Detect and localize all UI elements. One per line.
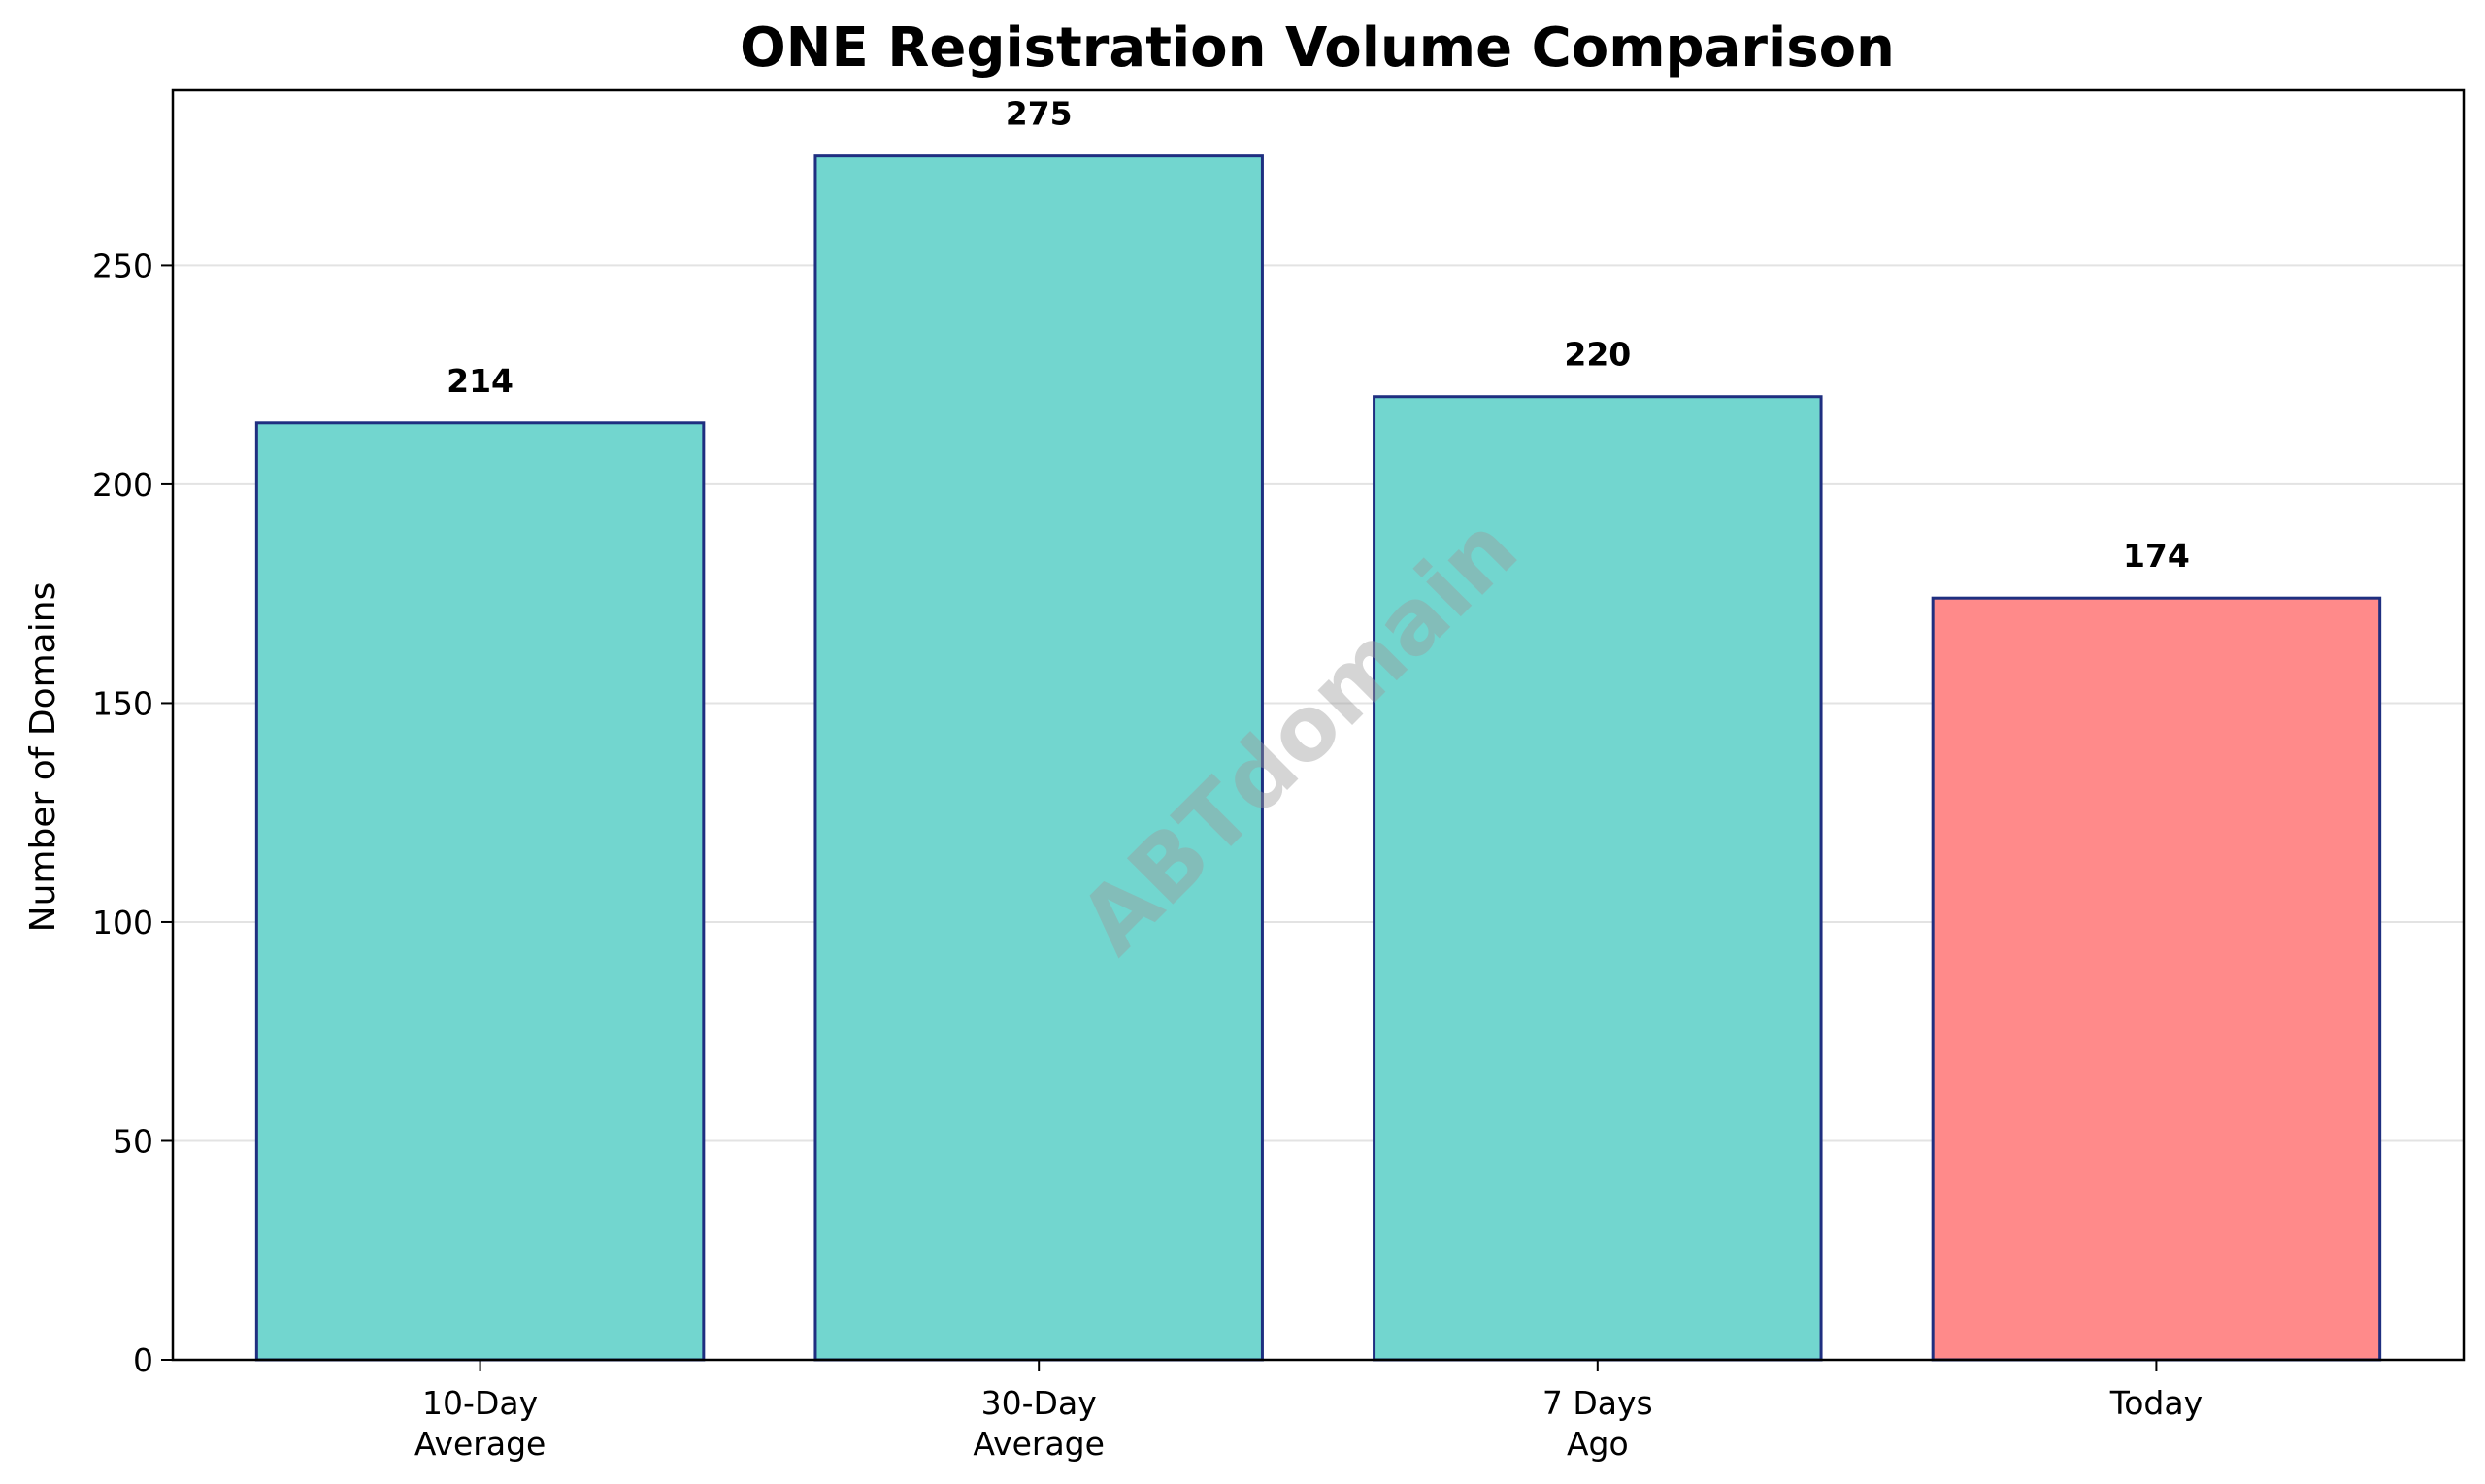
- y-tick-label: 200: [92, 466, 153, 504]
- data-label: 275: [1006, 95, 1073, 133]
- x-tick-label: 7 Days: [1542, 1384, 1653, 1422]
- data-labels: 214 275 220 174: [447, 95, 2190, 576]
- data-label: 220: [1564, 336, 1631, 374]
- bar: [254, 421, 706, 1362]
- x-tick-label: 10-Day: [422, 1384, 538, 1422]
- x-tick-label: Today: [2109, 1384, 2203, 1422]
- y-tick-label: 100: [92, 904, 153, 941]
- data-label: 174: [2123, 537, 2190, 575]
- chart-title: ONE Registration Volume Comparison: [740, 16, 1895, 80]
- bar: [1931, 596, 2382, 1362]
- y-tick-label: 0: [133, 1341, 153, 1379]
- y-axis-ticks: 0 50 100 150 200 250: [92, 247, 173, 1379]
- x-tick-label: Average: [414, 1425, 547, 1463]
- data-label: 214: [447, 362, 514, 400]
- x-tick-label: Ago: [1567, 1425, 1629, 1463]
- y-tick-label: 150: [92, 684, 153, 722]
- bar: [813, 154, 1264, 1362]
- bar: [1373, 395, 1823, 1362]
- bars: [254, 154, 2382, 1362]
- y-tick-label: 250: [92, 247, 153, 284]
- x-tick-label: 30-Day: [981, 1384, 1097, 1422]
- y-axis-label: Number of Domains: [23, 582, 63, 933]
- y-tick-label: 50: [113, 1122, 153, 1160]
- x-tick-label: Average: [973, 1425, 1105, 1463]
- plot-area-frame: [171, 88, 2466, 1362]
